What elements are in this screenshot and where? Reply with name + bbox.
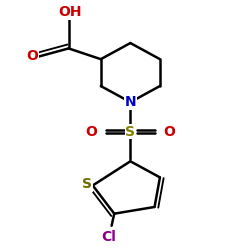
Text: N: N [124, 95, 136, 109]
Text: O: O [164, 125, 175, 139]
Text: O: O [26, 50, 38, 64]
Text: OH: OH [58, 5, 82, 19]
Text: Cl: Cl [102, 230, 116, 243]
Text: S: S [82, 177, 92, 191]
Text: S: S [125, 125, 135, 139]
Text: O: O [86, 125, 97, 139]
